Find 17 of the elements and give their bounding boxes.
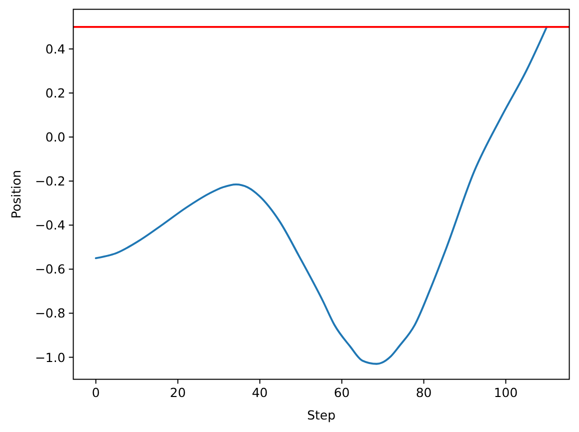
x-tick-label: 80 (416, 384, 432, 400)
x-axis-title: Step (307, 408, 336, 422)
y-tick-label: −0.2 (34, 174, 66, 189)
y-axis-title: Position (8, 170, 24, 219)
x-tick-label: 20 (170, 384, 186, 400)
y-tick-label: −0.6 (34, 262, 66, 277)
y-tick-label: −0.4 (34, 218, 66, 233)
x-tick-label: 40 (252, 384, 268, 400)
y-tick-label: −1.0 (34, 350, 66, 365)
y-tick-label: 0.4 (45, 41, 66, 56)
y-tick-label: 0.0 (45, 130, 66, 145)
line-series (94, 26, 548, 365)
x-tick-label: 100 (494, 384, 518, 400)
y-tick-label: 0.2 (45, 85, 66, 100)
x-tick-label: 0 (92, 384, 100, 400)
x-tick-label: 60 (334, 384, 350, 400)
y-tick-label: −0.8 (34, 306, 66, 321)
